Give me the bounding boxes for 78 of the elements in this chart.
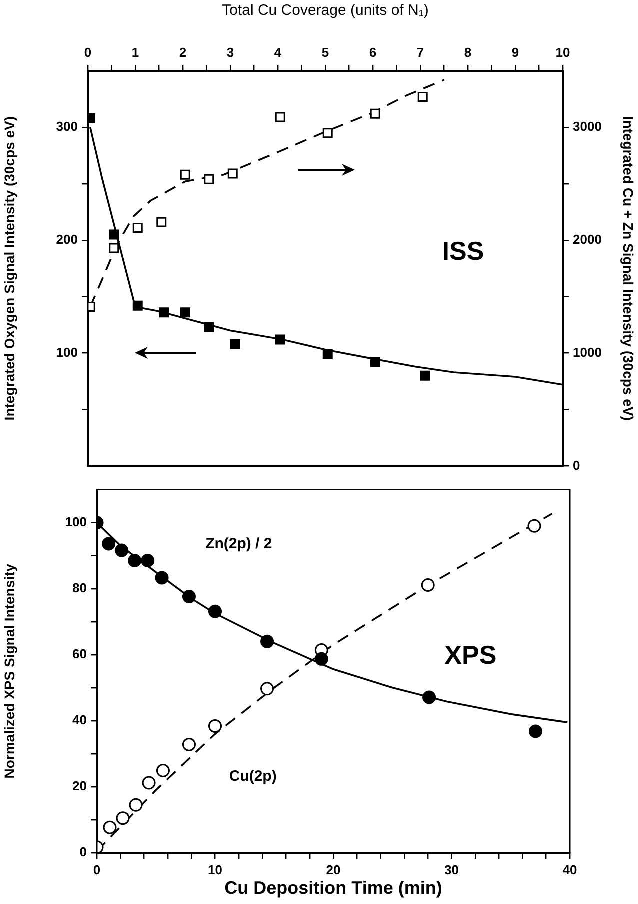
x-tick-label: 8 bbox=[464, 44, 472, 60]
point bbox=[109, 243, 120, 254]
text: Zn(2p) / 2 bbox=[206, 535, 272, 552]
y2-axis-title: Integrated Cu + Zn Signal Intensity (30cps eV) bbox=[620, 116, 637, 421]
point bbox=[422, 690, 436, 704]
point bbox=[228, 168, 238, 179]
y-tick-label: 100 bbox=[65, 514, 87, 530]
point bbox=[180, 170, 190, 180]
point bbox=[275, 334, 286, 345]
x-tick-label: 7 bbox=[416, 44, 424, 60]
point bbox=[155, 571, 169, 585]
x-tick-label: 4 bbox=[274, 44, 282, 60]
text: Cu(2p) bbox=[229, 768, 277, 785]
y2-tick-label: 3000 bbox=[573, 119, 602, 134]
point bbox=[142, 776, 156, 790]
point bbox=[182, 590, 196, 604]
y-tick-label: 20 bbox=[72, 778, 87, 794]
point bbox=[103, 820, 117, 834]
point bbox=[208, 604, 222, 618]
point bbox=[156, 217, 167, 228]
x-tick-label: 10 bbox=[556, 44, 570, 60]
point bbox=[322, 128, 333, 138]
y-tick-label: 0 bbox=[80, 844, 87, 860]
x-tick-label: 5 bbox=[322, 44, 330, 60]
point bbox=[129, 798, 143, 812]
point bbox=[418, 92, 428, 102]
point bbox=[132, 222, 143, 233]
point bbox=[180, 308, 190, 318]
x-tick-label: 30 bbox=[444, 862, 459, 878]
x-tick-label: 6 bbox=[369, 44, 377, 60]
y-axis-title: Integrated Oxygen Signal Intensity (30cps eV) bbox=[1, 116, 18, 421]
y-tick-label: 60 bbox=[72, 646, 87, 662]
point bbox=[260, 682, 274, 696]
point bbox=[322, 349, 333, 360]
x-tick-label: 2 bbox=[179, 44, 187, 60]
annotation: XPS bbox=[444, 640, 497, 670]
point bbox=[159, 308, 169, 318]
y-tick-label: 80 bbox=[72, 580, 87, 596]
point bbox=[115, 544, 129, 558]
y-tick-label: 200 bbox=[56, 232, 78, 247]
point bbox=[528, 724, 542, 738]
x-tick-label: 9 bbox=[512, 44, 520, 60]
y-tick-label: 300 bbox=[56, 119, 78, 134]
x-tick-label: 20 bbox=[326, 862, 341, 878]
y2-tick-label: 2000 bbox=[573, 232, 602, 247]
x-tick-label: 10 bbox=[208, 862, 222, 878]
point bbox=[230, 339, 240, 350]
x-axis-title: Cu Deposition Time (min) bbox=[224, 878, 442, 898]
point bbox=[116, 812, 130, 826]
point bbox=[204, 174, 214, 184]
point bbox=[109, 230, 120, 240]
point bbox=[128, 554, 142, 568]
y-axis-title: Normalized XPS Signal Intensity bbox=[1, 564, 18, 779]
point bbox=[156, 764, 170, 778]
y2-tick-label: 1000 bbox=[573, 344, 602, 360]
point bbox=[421, 578, 435, 592]
point bbox=[182, 738, 196, 752]
y2-tick-label: 0 bbox=[573, 458, 580, 473]
point bbox=[420, 370, 430, 381]
x-tick-label: 1 bbox=[132, 44, 140, 60]
point bbox=[204, 322, 214, 332]
point bbox=[370, 357, 380, 368]
point bbox=[314, 652, 328, 666]
point bbox=[102, 537, 116, 551]
annotation: ISS bbox=[442, 236, 484, 266]
point bbox=[132, 300, 143, 311]
x-tick-label: 0 bbox=[93, 862, 101, 878]
point bbox=[275, 112, 286, 122]
y-tick-label: 40 bbox=[72, 712, 87, 728]
point bbox=[370, 108, 380, 119]
x-tick-label: 40 bbox=[562, 862, 578, 878]
x-tick-label: 3 bbox=[226, 44, 234, 60]
y-tick-label: 100 bbox=[56, 344, 78, 360]
point bbox=[528, 519, 542, 533]
point bbox=[208, 719, 222, 733]
point bbox=[141, 554, 155, 568]
x-axis-title: Total Cu Coverage (units of N₁) bbox=[222, 2, 429, 20]
point bbox=[260, 634, 274, 648]
